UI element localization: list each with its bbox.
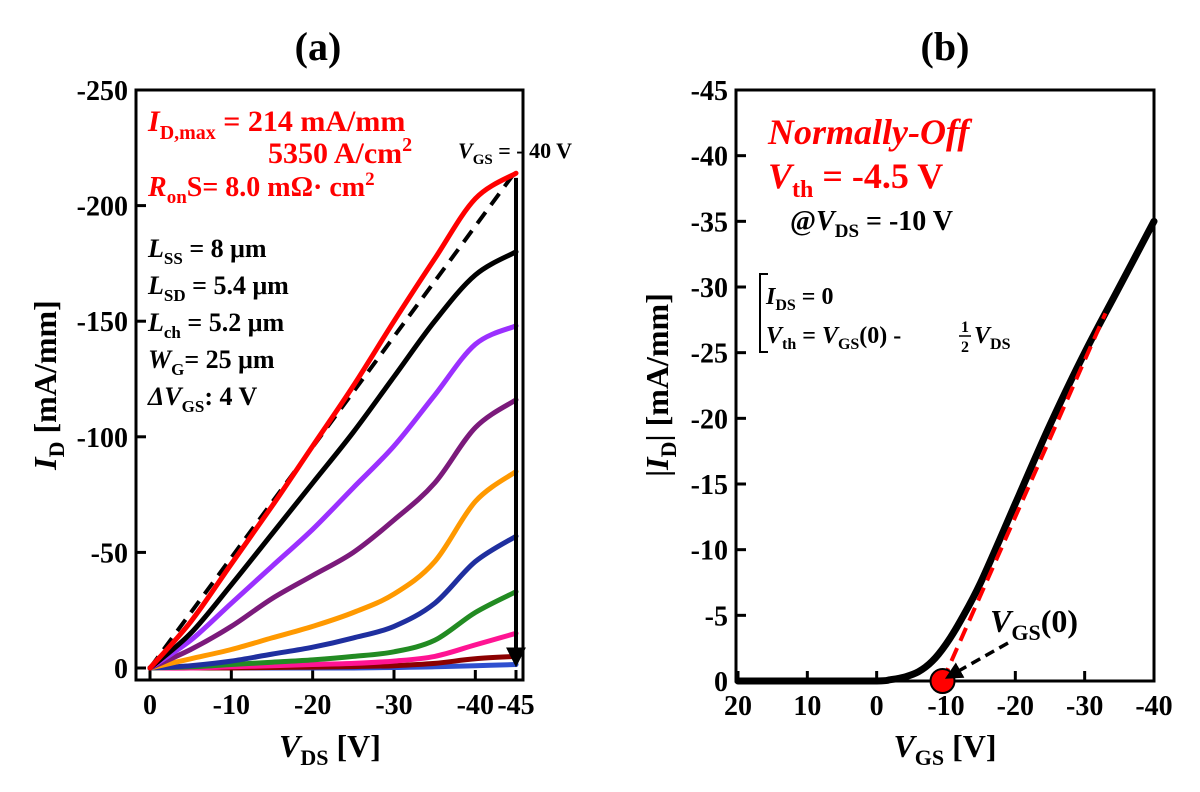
panel-b-red-annotations: Normally-Off Vth = -4.5 V (767, 112, 972, 203)
y-tick-label: -10 (691, 536, 728, 567)
ron-label: RonS= 8.0 mΩ· cm2 (147, 169, 375, 208)
panel-b-ticks: 20 10 0 -10 -20 -30 -40 0 -5 -10 -15 -20 -25 -30 -35 -4… (691, 76, 1173, 722)
y-tick-label: -20 (691, 404, 728, 435)
id-vds-curve-4 (147, 397, 519, 671)
idmax-label: ID,max = 214 mA/mm (147, 105, 405, 144)
y-tick-label: -40 (691, 142, 728, 173)
panel-b-series (734, 217, 1158, 694)
equation-ids-zero: IDS = 0 (765, 284, 833, 314)
equation-bracket (759, 273, 768, 353)
normally-off-label: Normally-Off (767, 112, 972, 152)
x-tick-label: -20 (997, 691, 1034, 722)
vth-extraction-equations: IDS = 0 Vth = VGS(0) - 1 2 VDS (759, 273, 1011, 356)
id-vds-curve-1 (147, 170, 519, 671)
y-tick-label: -50 (91, 538, 128, 569)
transfer-curve (734, 217, 1158, 685)
y-tick-label: -100 (77, 423, 128, 454)
y-tick-label: -250 (77, 76, 128, 107)
panel-a-red-annotations: ID,max = 214 mA/mm 5350 A/cm2 RonS= 8.0 … (147, 105, 412, 208)
x-tick-label: -45 (497, 690, 534, 721)
y-tick-label: -200 (77, 192, 128, 223)
y-tick-label: -30 (691, 273, 728, 304)
id-vds-curve-2 (147, 249, 519, 671)
x-tick-label: -40 (457, 690, 494, 721)
param-delta-vgs: ΔVGS: 4 V (147, 382, 258, 416)
panel-a-series (147, 169, 526, 671)
panel-a-frame (134, 88, 525, 682)
panel-a-ticks: 0 -10 -20 -30 -40 -45 0 -50 -100 -150 -200 -250 (77, 76, 535, 721)
device-parameters: LSS = 8 μm LSD = 5.4 μm Lch = 5.2 μm WG=… (147, 234, 289, 416)
vgs0-point (929, 668, 956, 694)
x-tick-label: -10 (927, 691, 964, 722)
x-tick-label: -20 (294, 690, 331, 721)
param-lsd: LSD = 5.4 μm (147, 271, 289, 305)
id-vds-curve-5 (147, 469, 519, 671)
param-lss: LSS = 8 μm (147, 234, 267, 268)
vgs0-pointer-arrow (944, 641, 1009, 679)
equation-vth: Vth = VGS(0) - (766, 323, 901, 353)
panel-a-y-axis-label: ID [mA/mm] (27, 300, 69, 471)
id-vds-curve-3 (147, 323, 519, 671)
panel-a-x-axis-label: VDS [V] (279, 728, 381, 770)
x-tick-label: -10 (213, 690, 250, 721)
y-tick-label: 0 (114, 654, 128, 685)
x-tick-label: 0 (143, 690, 157, 721)
fraction-denominator: 2 (961, 339, 969, 356)
param-lch: Lch = 5.2 μm (147, 308, 284, 342)
panel-b-label: (b) (921, 24, 970, 69)
vds-condition-label: @VDS = -10 V (790, 206, 953, 242)
vgs0-marker-label: VGS(0) (990, 603, 1078, 645)
panel-b-x-axis-label: VGS [V] (893, 728, 996, 770)
x-tick-label: 0 (870, 691, 884, 722)
linear-fit-line (940, 312, 1108, 682)
y-tick-label: -35 (691, 207, 728, 238)
panel-a: (a) 0 -10 -20 -30 -40 -45 0 -50 -100 -150 -200 -250… (27, 24, 572, 770)
fraction-numerator: 1 (961, 319, 969, 336)
y-tick-label: -25 (691, 339, 728, 370)
panel-a-label: (a) (295, 24, 342, 69)
id-vds-curve-6 (147, 533, 519, 671)
panel-b-y-axis-label: |ID| [mA/mm] (639, 293, 681, 477)
y-tick-label: 0 (714, 667, 728, 698)
y-tick-label: -150 (77, 307, 128, 338)
x-tick-label: 10 (793, 691, 821, 722)
y-tick-label: -15 (691, 470, 728, 501)
param-wg: WG= 25 μm (148, 345, 275, 379)
equation-vds-term: VDS (974, 323, 1011, 353)
vth-label: Vth = -4.5 V (768, 156, 943, 203)
x-tick-label: -30 (1066, 691, 1103, 722)
y-tick-label: -45 (691, 76, 728, 107)
x-tick-label: -30 (375, 690, 412, 721)
x-tick-label: -40 (1135, 691, 1172, 722)
x-tick-label: 20 (724, 691, 752, 722)
current-density-label: 5350 A/cm2 (268, 134, 412, 170)
panel-b: (b) 20 10 0 -10 -20 -30 -40 0 -5 -10 -15 -20 -25 -30 -… (639, 24, 1173, 770)
y-tick-label: -5 (705, 601, 728, 632)
vgs-max-label: VGS = - 40 V (458, 138, 572, 168)
